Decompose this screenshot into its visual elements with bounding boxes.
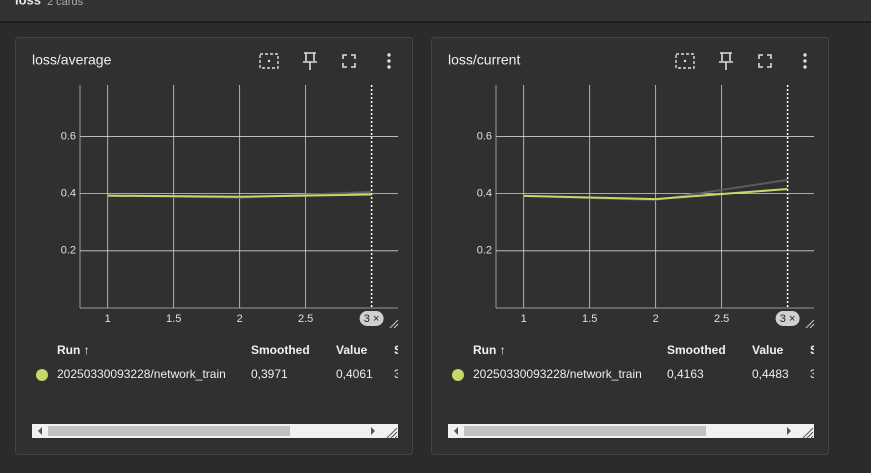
table-cell: 20250330093228/network_train [473, 367, 642, 381]
run-color-dot [452, 369, 464, 381]
icon [387, 53, 391, 57]
icon [387, 65, 391, 69]
header-divider [0, 21, 871, 23]
icon [758, 54, 772, 68]
menu-button[interactable] [387, 53, 391, 69]
smoothed-line [107, 193, 372, 198]
y-tick-label: 0.2 [477, 245, 492, 257]
table-header: S [810, 343, 818, 357]
table-cell: 3 [810, 367, 817, 381]
fit-domain-button[interactable] [675, 53, 695, 69]
y-tick-label: 0.6 [477, 130, 492, 142]
step-marker-chip [775, 311, 800, 326]
table-cell: 0,3971 [251, 367, 288, 381]
pin-button[interactable] [303, 52, 317, 70]
menu-button[interactable] [803, 53, 807, 69]
card-frame [15, 37, 413, 455]
icon [387, 59, 391, 63]
step-marker-label: 3 × [780, 313, 796, 325]
table-cell: 0,4061 [336, 367, 373, 381]
section-title: loss [15, 0, 41, 7]
x-tick-label: 2.5 [298, 313, 313, 325]
x-tick-label: 1.5 [582, 313, 597, 325]
x-tick-label: 1.5 [166, 313, 181, 325]
scroll-right[interactable] [787, 427, 791, 435]
scroll-left[interactable] [454, 427, 458, 435]
fit-domain-button[interactable] [259, 53, 279, 69]
x-tick-label: 1 [521, 313, 527, 325]
run-table: Run ↑ Smoothed Value S 20250330093228/networ… [452, 343, 818, 381]
table-resize-handle [802, 427, 814, 439]
fullscreen-button[interactable] [758, 54, 772, 68]
x-tick-label: 2 [237, 313, 243, 325]
x-tick-label: 2 [653, 313, 659, 325]
card: loss/current 0.2 0.4 0.6 1 1.5 2 2.5 3 × Run ↑ Smo… [431, 37, 829, 455]
icon [259, 53, 279, 69]
y-tick-label: 0.4 [61, 188, 76, 200]
table-header: S [394, 343, 402, 357]
card: loss/average 0.2 0.4 0.6 1 1.5 2 2.5 3 × Run ↑ Smo… [15, 37, 413, 455]
card-frame [431, 37, 829, 455]
fullscreen-button[interactable] [342, 54, 356, 68]
scroll-right[interactable] [371, 427, 375, 435]
table-cell: 0,4483 [752, 367, 789, 381]
run-table: Run ↑ Smoothed Value S 20250330093228/networ… [36, 343, 402, 381]
icon [342, 54, 356, 68]
table-header: Smoothed [667, 343, 726, 357]
icon [803, 65, 807, 69]
resize-handle [805, 319, 815, 329]
icon [303, 52, 317, 70]
smoothed-line [523, 187, 788, 201]
table-cell: 3 [394, 367, 401, 381]
card-title: loss/current [448, 52, 520, 68]
table-header[interactable]: Run ↑ [57, 343, 90, 357]
pin-button[interactable] [719, 52, 733, 70]
y-tick-label: 0.6 [61, 130, 76, 142]
x-tick-label: 1 [105, 313, 111, 325]
run-color-dot [36, 369, 48, 381]
scrollbar-thumb[interactable] [464, 426, 706, 436]
icon [719, 52, 733, 70]
scroll-left[interactable] [38, 427, 42, 435]
step-marker-label: 3 × [364, 313, 380, 325]
icon [803, 59, 807, 63]
card-title: loss/average [32, 52, 112, 68]
resize-handle [389, 319, 399, 329]
section-count: 2 cards [47, 0, 84, 8]
scrollbar-thumb[interactable] [48, 426, 290, 436]
table-header: Value [752, 343, 784, 357]
step-marker-chip [359, 311, 384, 326]
table-cell: 0,4163 [667, 367, 704, 381]
table-cell: 20250330093228/network_train [57, 367, 226, 381]
x-tick-label: 2.5 [714, 313, 729, 325]
table-header[interactable]: Run ↑ [473, 343, 506, 357]
icon [683, 59, 687, 63]
y-tick-label: 0.4 [477, 188, 492, 200]
icon [803, 53, 807, 57]
icon [675, 53, 695, 69]
header-bar [0, 0, 871, 21]
table-resize-handle [386, 427, 398, 439]
table-header: Value [336, 343, 368, 357]
icon [267, 59, 271, 63]
table-header: Smoothed [251, 343, 310, 357]
y-tick-label: 0.2 [61, 245, 76, 257]
